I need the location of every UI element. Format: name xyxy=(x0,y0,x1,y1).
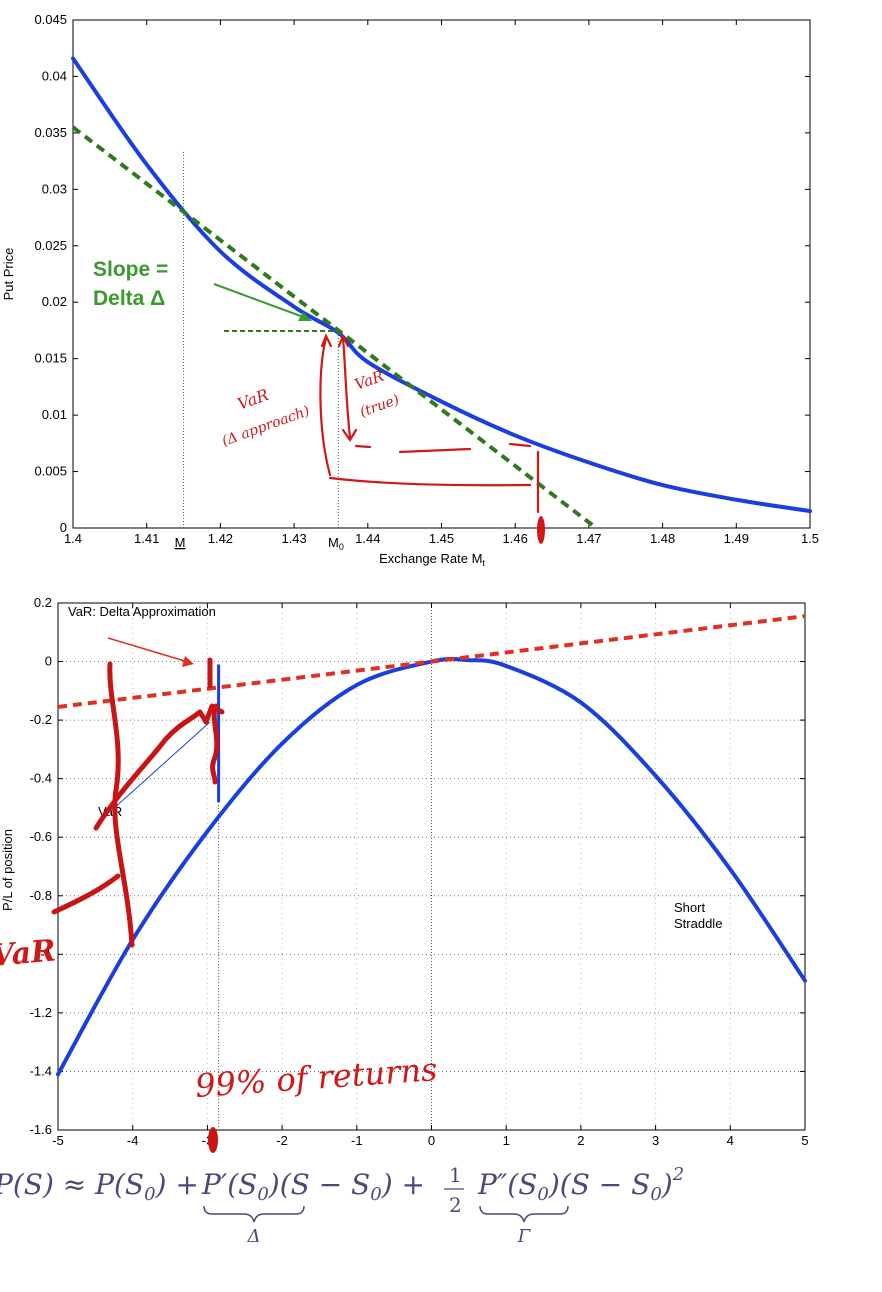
slope-label-line1: Slope = xyxy=(93,258,168,281)
handwritten-scribbles xyxy=(51,657,225,948)
y-tick-label: 0.02 xyxy=(42,294,67,309)
y-tick-label: -1.4 xyxy=(30,1063,52,1078)
x-tick-label: -5 xyxy=(52,1133,64,1148)
x-tick-label: -2 xyxy=(276,1133,288,1148)
x-tick-label: 1.42 xyxy=(208,531,233,546)
y-tick-label: -1 xyxy=(40,946,52,961)
formula-half-den: 2 xyxy=(449,1193,462,1217)
formula-delta: Δ xyxy=(247,1226,261,1247)
y-tick-label: 0 xyxy=(60,520,67,535)
y-tick-label: 0.04 xyxy=(42,68,67,83)
short-straddle-chart: -5 -4 -3 -2 -1 0 1 2 3 4 5 0.2 0 -0.2 -0.4 -0.6 -0.8 -1 -1… xyxy=(0,595,809,1153)
hw-var-delta-2: (Δ approach) xyxy=(220,403,312,450)
series-line-main xyxy=(71,56,812,514)
x-tick-label: 5 xyxy=(801,1133,808,1148)
var-diagonal xyxy=(111,721,211,811)
formula-term1: P′(S0)(S − S0) + xyxy=(201,1168,425,1205)
x-tick-label: 3 xyxy=(652,1133,659,1148)
x-tick-label: 1.41 xyxy=(134,531,159,546)
chart2-title: VaR: Delta Approximation xyxy=(68,604,216,619)
y-tick-label: 0 xyxy=(45,654,52,669)
approx-arrow xyxy=(107,637,194,667)
put-price-chart: 1.4 1.41 1.42 1.43 1.44 1.45 1.46 1.47 1.48 1.49 1… xyxy=(1,12,819,568)
y-tick-label: 0.025 xyxy=(34,238,67,253)
y-tick-label: 0.03 xyxy=(42,181,67,196)
y-tick-label: -1.2 xyxy=(30,1005,52,1020)
y-tick-label: -0.4 xyxy=(30,771,52,786)
x-tick-label: 1 xyxy=(503,1133,510,1148)
handwritten-var-brackets xyxy=(319,333,540,514)
y-tick-label: -0.8 xyxy=(30,888,52,903)
x-tick-label: 1.43 xyxy=(281,531,306,546)
x-tick-label: 1.48 xyxy=(650,531,675,546)
slope-label-line2: Delta Δ xyxy=(93,287,165,310)
x-tick-label: -4 xyxy=(127,1133,139,1148)
hw-var-delta-1: VaR xyxy=(235,385,271,414)
short-straddle-label-1: Short xyxy=(674,900,705,915)
hw-var-true-1: VaR xyxy=(352,367,386,394)
series-line-approx xyxy=(57,614,806,709)
y-tick-label: -0.2 xyxy=(30,712,52,727)
handwritten-mark xyxy=(537,516,545,544)
formula-gamma: Γ xyxy=(517,1226,532,1247)
formula-half-num: 1 xyxy=(449,1163,462,1187)
hw-99-returns: 99% of returns xyxy=(194,1050,439,1105)
taylor-formula: P(S) ≈ P(S0) + P′(S0)(S − S0) + 1 2 P″(S… xyxy=(0,1158,882,1248)
y-tick-label: 0.2 xyxy=(34,595,52,610)
formula-lhs: P(S) ≈ P(S0) + xyxy=(0,1168,199,1205)
x-tick-label: 1.49 xyxy=(724,531,749,546)
y-tick-label: 0.045 xyxy=(34,12,67,27)
x-tick-label: 1.46 xyxy=(503,531,528,546)
x-tick-label: 1.44 xyxy=(355,531,380,546)
x-tick-label: -1 xyxy=(351,1133,363,1148)
slope-arrow xyxy=(213,283,312,321)
m-bar-label: M xyxy=(175,535,186,550)
x-tick-label: 1.45 xyxy=(429,531,454,546)
formula-term2: P″(S0)(S − S0)2 xyxy=(477,1164,684,1205)
chart1-ylabel: Put Price xyxy=(1,248,16,301)
short-straddle-label-2: Straddle xyxy=(674,916,722,931)
delta-underbrace xyxy=(203,1205,305,1223)
m0-label: M0 xyxy=(328,535,344,552)
y-tick-label: 0.015 xyxy=(34,351,67,366)
y-tick-label: 0.005 xyxy=(34,464,67,479)
x-tick-label: 0 xyxy=(428,1133,435,1148)
hw-var-left: VaR xyxy=(0,933,57,974)
x-tick-label: 4 xyxy=(727,1133,734,1148)
chart1-xlabel: Exchange Rate Mt xyxy=(379,551,485,568)
hw-var-true-2: (true) xyxy=(358,392,402,421)
y-tick-label: 0.01 xyxy=(42,407,67,422)
hw-dot-bottom xyxy=(208,1127,218,1153)
chart2-ylabel: P/L of position xyxy=(0,829,15,911)
x-tick-label: -3 xyxy=(202,1133,214,1148)
y-tick-label: 0.035 xyxy=(34,125,67,140)
y-tick-label: -0.6 xyxy=(30,829,52,844)
series-line-approx xyxy=(71,125,598,530)
x-tick-label: 1.4 xyxy=(64,531,82,546)
chart1-plot-frame xyxy=(72,19,811,529)
x-tick-label: 2 xyxy=(577,1133,584,1148)
y-tick-label: -1.6 xyxy=(30,1122,52,1137)
gamma-underbrace xyxy=(479,1205,569,1223)
x-tick-label: 1.5 xyxy=(801,531,819,546)
x-tick-label: 1.47 xyxy=(576,531,601,546)
